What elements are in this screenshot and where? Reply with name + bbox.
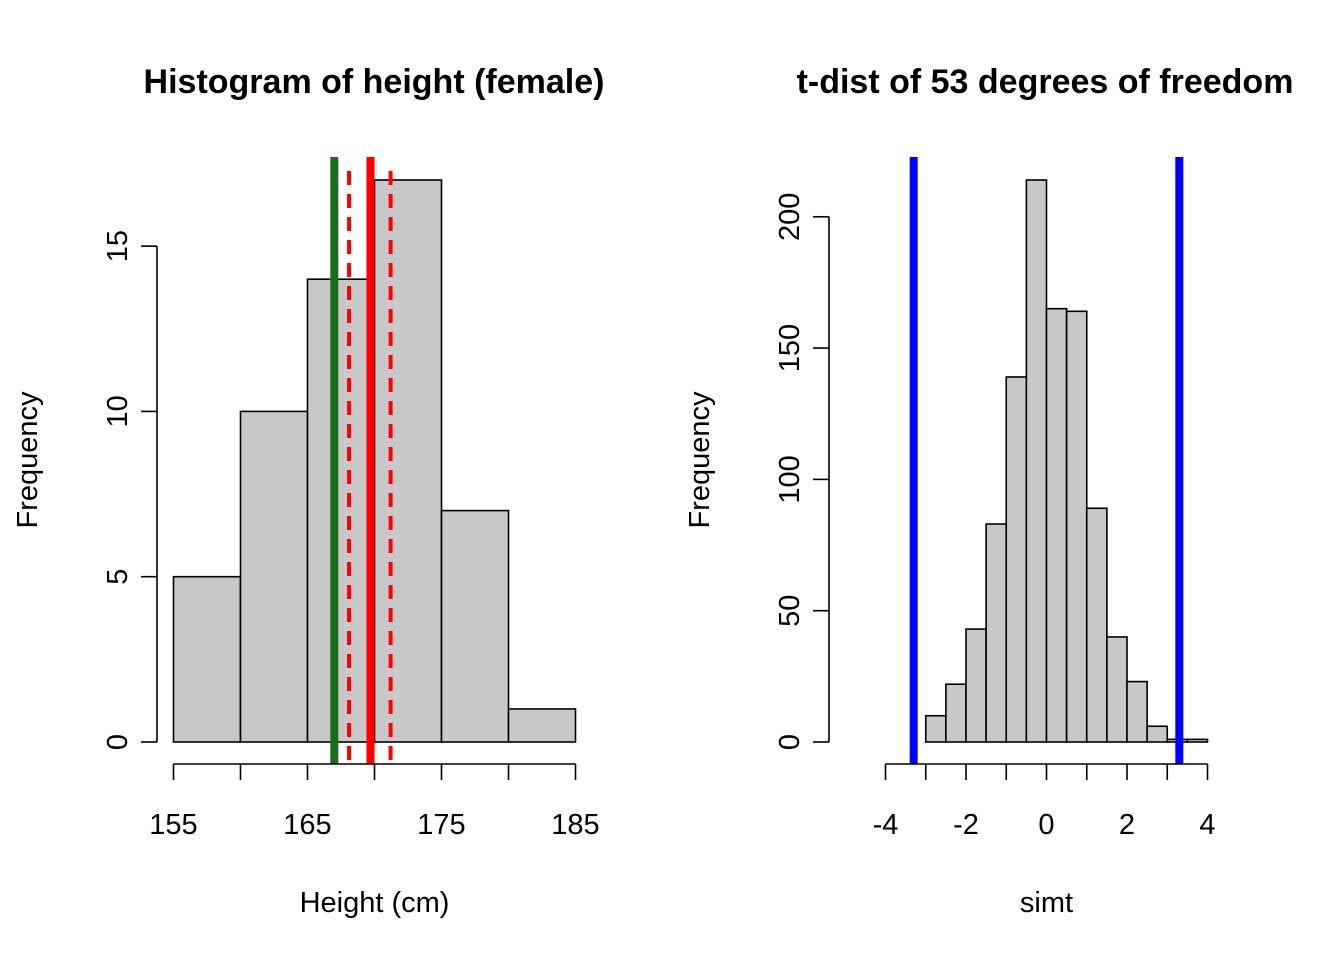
chart2-bar: [1005, 376, 1028, 743]
chart2-bar: [945, 683, 967, 743]
chart2-y-tick-label: 150: [774, 324, 806, 372]
chart1-x-tick-label: 175: [417, 809, 465, 841]
chart1-x-tick-label: 165: [283, 809, 331, 841]
chart1-bar: [507, 708, 577, 743]
chart2-x-tick-label: 2: [1119, 809, 1135, 841]
chart2-bar: [1126, 680, 1148, 743]
chart1-y-tick-label: 0: [102, 734, 134, 750]
chart2-bar: [985, 523, 1008, 743]
chart1-x-tick-label: 155: [149, 809, 197, 841]
chart1-x-tick-label: 185: [551, 809, 599, 841]
chart2-bar: [1065, 310, 1088, 743]
chart2-bar: [965, 628, 987, 743]
chart2-y-tick-label: 50: [774, 595, 806, 627]
chart2-y-axis-label: Frequency: [684, 391, 716, 529]
chart2-y-tick-label: 100: [774, 455, 806, 503]
chart2-bar: [1045, 307, 1068, 743]
chart2-title: t-dist of 53 degrees of freedom: [797, 63, 1294, 101]
chart2-x-tick-label: -2: [953, 809, 979, 841]
chart1-y-tick-label: 10: [102, 395, 134, 427]
chart1-bar: [440, 509, 510, 743]
chart2-bar: [1106, 636, 1128, 743]
chart2-y-tick-label: 200: [774, 193, 806, 241]
chart1-y-tick-label: 5: [102, 569, 134, 585]
chart2-bar: [1186, 738, 1209, 743]
chart1-bar: [306, 278, 376, 743]
chart2-x-tick-label: -4: [873, 809, 899, 841]
chart1-y-tick-label: 15: [102, 230, 134, 262]
chart2-x-tick-label: 0: [1038, 809, 1054, 841]
chart1-x-axis-label: Height (cm): [300, 887, 450, 919]
chart2-x-axis-label: simt: [1020, 887, 1073, 919]
chart2-bar: [1025, 179, 1048, 743]
chart2-bar: [1085, 507, 1108, 743]
chart2-x-tick-label: 4: [1199, 809, 1215, 841]
chart1-bar: [172, 575, 242, 743]
chart2-bar: [1146, 725, 1169, 743]
chart1-y-axis-label: Frequency: [12, 391, 44, 529]
chart2-y-tick-label: 0: [774, 734, 806, 750]
chart1-bar: [239, 410, 309, 743]
chart2-bar: [924, 714, 947, 743]
chart1-bar: [373, 179, 443, 743]
chart1-title: Histogram of height (female): [144, 63, 605, 101]
